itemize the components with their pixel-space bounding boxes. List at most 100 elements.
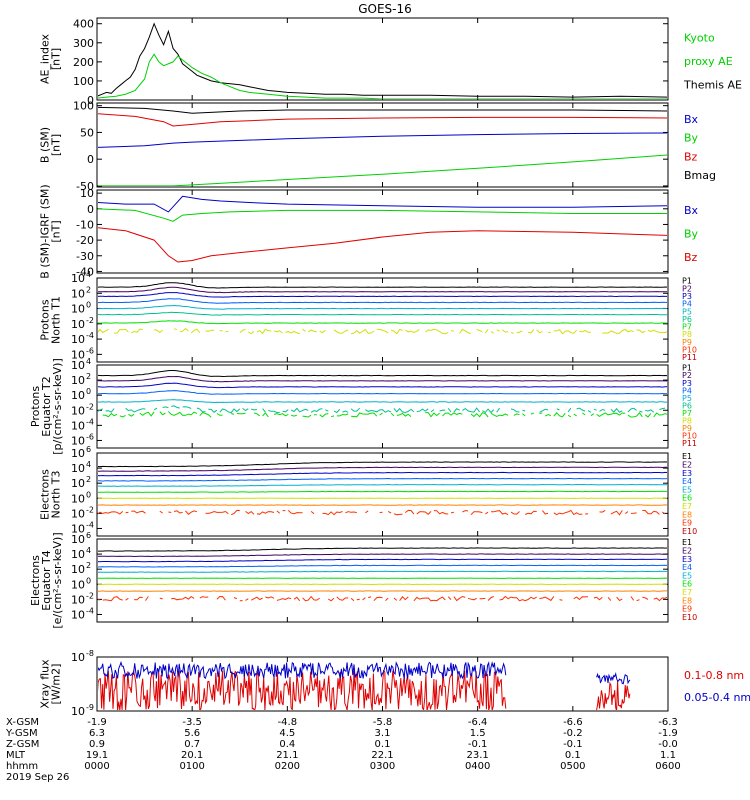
series-group — [98, 547, 667, 602]
y-tick-label: 10 — [71, 477, 85, 490]
y-tick-label: -40 — [76, 265, 94, 278]
x-info-value: 0000 — [84, 761, 109, 772]
x-info-value: 4.5 — [279, 728, 295, 739]
legend-entry: E4 — [682, 563, 692, 572]
legend-entry: E8 — [682, 510, 692, 519]
legend-entry: P1 — [682, 364, 692, 373]
series-line-p2 — [98, 286, 667, 294]
y-tick-exponent: 4 — [86, 546, 91, 555]
y-tick-label: 10 — [71, 419, 85, 432]
y-tick-exponent: 2 — [86, 285, 91, 294]
x-info-row-label: Z-GSM — [6, 739, 39, 750]
series-line-e5 — [98, 483, 667, 487]
y-tick-label: 10 — [71, 651, 85, 664]
y-tick-exponent: 6 — [86, 531, 91, 540]
y-tick-label: 10 — [71, 705, 85, 718]
y-tick-exponent: 4 — [86, 460, 91, 469]
legend-entry: E3 — [682, 469, 692, 478]
y-tick-label: -20 — [76, 234, 94, 247]
legend-entry: E1 — [682, 452, 692, 461]
y-axis-label: Protons — [39, 299, 52, 340]
x-info-value: 0300 — [370, 761, 395, 772]
series-line-p1 — [98, 282, 667, 289]
y-tick-label: 10 — [71, 593, 85, 606]
panel-frame — [96, 17, 669, 101]
legend-entry: P4 — [682, 300, 692, 309]
y-tick-exponent: -6 — [86, 346, 94, 355]
y-tick-label: 200 — [73, 56, 94, 69]
y-tick-label: -10 — [76, 218, 94, 231]
series-line-e6 — [98, 490, 667, 493]
legend-entry: P9 — [682, 338, 692, 347]
legend-entry: E7 — [682, 588, 692, 597]
y-tick-label: 100 — [73, 100, 94, 113]
legend-entry: E2 — [682, 461, 692, 470]
y-tick-exponent: 0 — [86, 301, 91, 310]
y-tick-exponent: 4 — [86, 270, 91, 279]
series-line-p8 — [98, 327, 667, 335]
y-axis-label: Electrons — [39, 469, 52, 520]
legend-entry: E9 — [682, 605, 692, 614]
panel-bsm: -50 0 50 100 B (SM)[nT] Bx By Bz Bmag — [39, 100, 717, 193]
y-tick-exponent: 4 — [86, 357, 91, 366]
legend-entry: P6 — [682, 315, 692, 324]
x-info-value: 0200 — [275, 761, 300, 772]
y-tick-exponent: -4 — [86, 606, 94, 615]
y-axis-label: [e/(cm²-s-sr-keV)] — [51, 532, 64, 628]
y-axis-label: AE_index — [39, 33, 52, 84]
legend-entry: E2 — [682, 547, 692, 556]
series-group — [98, 106, 667, 186]
y-tick-exponent: -4 — [86, 417, 94, 426]
series-group — [98, 370, 667, 418]
x-info-value: -0.0 — [658, 739, 678, 750]
series-line-p4 — [98, 298, 667, 304]
legend-entry: Bx — [684, 113, 699, 126]
y-tick-label: 100 — [73, 75, 94, 88]
y-axis-label: Electrons — [29, 555, 42, 606]
series-line-p6 — [98, 311, 667, 316]
series-line-bx — [98, 132, 667, 148]
page-title: GOES-16 — [358, 2, 412, 16]
legend-entry: P7 — [682, 409, 692, 418]
y-axis-label: Equator T2 — [40, 376, 53, 436]
y-tick-label: 10 — [71, 608, 85, 621]
y-tick-label: -30 — [76, 250, 94, 263]
y-tick-label: 0 — [87, 94, 94, 107]
y-tick-label: 10 — [80, 187, 94, 200]
y-tick-label: 300 — [73, 37, 94, 50]
legend-entry: Themis AE — [683, 78, 742, 91]
x-info-value: 0.1 — [565, 750, 581, 761]
legend-entry: E3 — [682, 555, 692, 564]
x-info-value: 20.1 — [181, 750, 203, 761]
series-line-p7 — [98, 320, 667, 325]
series-line-e5 — [98, 570, 667, 573]
series-line-xray-long — [98, 669, 507, 710]
legend-entry: E8 — [682, 596, 692, 605]
x-info-value: -5.8 — [373, 717, 393, 728]
legend-entry: 0.1-0.8 nm — [684, 669, 744, 682]
x-info-row-label: hhmm — [6, 761, 38, 772]
panel-ae: 0 100 200 300 400 AE_index[nT] Kyoto proxy AE Th… — [39, 17, 742, 107]
y-tick-label: 10 — [71, 333, 85, 346]
x-info-row-label: MLT — [6, 750, 26, 761]
series-line-xray-short-late — [596, 671, 631, 685]
y-tick-label: 10 — [71, 404, 85, 417]
legend-entry: P3 — [682, 292, 692, 301]
x-info-value: 0400 — [465, 761, 490, 772]
y-axis-label: Protons — [29, 386, 42, 427]
series-line-p1 — [98, 370, 667, 378]
legend-entry: E4 — [682, 477, 692, 486]
series-line-kyoto-proxy-ae — [98, 53, 667, 99]
legend-entry: P1 — [682, 277, 692, 286]
legend-entry: E10 — [682, 613, 697, 622]
legend-entry: By — [684, 132, 699, 145]
legend-entry: E1 — [682, 538, 692, 547]
y-axis-label: North T1 — [50, 296, 63, 344]
date-label: 2019 Sep 26 — [6, 772, 69, 783]
y-axis-label: [nT] — [50, 220, 63, 242]
y-axis-label: Xray flux — [39, 659, 52, 709]
y-tick-exponent: 0 — [86, 576, 91, 585]
series-line-bz — [98, 113, 667, 127]
x-info-value: -1.9 — [658, 728, 678, 739]
